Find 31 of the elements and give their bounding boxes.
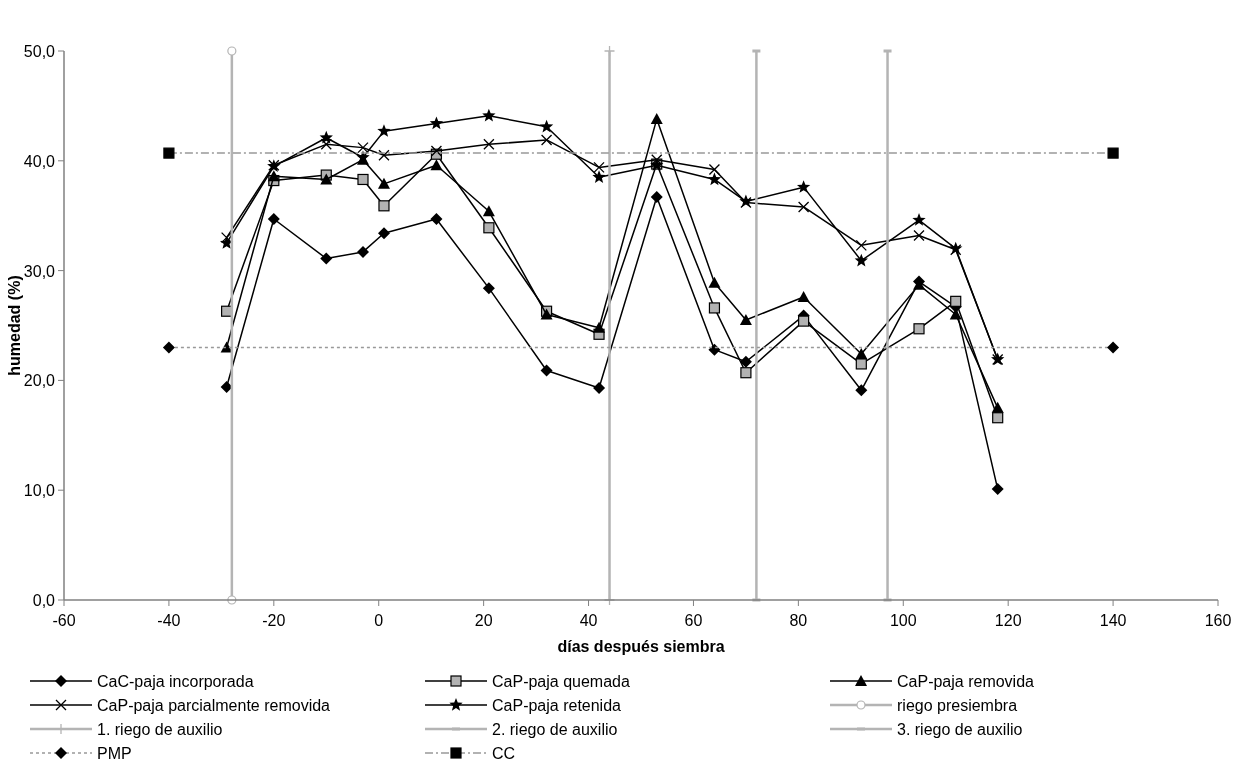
x-tick-label: 160: [1204, 612, 1232, 629]
y-tick-label: 50,0: [23, 43, 56, 60]
x-tick-label: 20: [474, 612, 493, 629]
x-tick-label: 120: [994, 612, 1022, 629]
legend-label: CaP-paja removida: [897, 673, 1035, 690]
y-tick-label: 30,0: [23, 262, 56, 280]
legend-label: CaP-paja retenida: [492, 697, 622, 714]
x-tick-label: 40: [579, 612, 598, 629]
x-tick-label: 0: [374, 612, 384, 629]
legend-label: CaP-paja parcialmente removida: [97, 697, 331, 714]
x-tick-label: 100: [889, 612, 917, 629]
y-tick-label: 40,0: [23, 152, 56, 170]
x-tick-label: 60: [684, 612, 703, 629]
x-tick-label: 80: [789, 612, 808, 629]
y-axis-title: humedad (%): [6, 275, 23, 376]
legend-label: 3. riego de auxilio: [897, 721, 1023, 738]
legend-label: 1. riego de auxilio: [97, 721, 223, 738]
legend-label: riego presiembra: [897, 697, 1018, 714]
y-tick-label: 0,0: [32, 592, 56, 609]
y-tick-label: 20,0: [23, 372, 56, 390]
x-tick-label: -40: [157, 612, 181, 629]
x-tick-label: -20: [262, 612, 286, 629]
legend-label: CC: [492, 745, 516, 762]
x-axis-title: días después siembra: [557, 638, 725, 655]
y-tick-label: 10,0: [23, 482, 56, 500]
legend-label: CaC-paja incorporada: [97, 673, 254, 690]
x-tick-label: 140: [1099, 612, 1127, 629]
legend-label: PMP: [97, 745, 132, 762]
legend-label: 2. riego de auxilio: [492, 721, 618, 738]
legend-label: CaP-paja quemada: [492, 673, 630, 690]
x-tick-label: -60: [52, 612, 76, 629]
